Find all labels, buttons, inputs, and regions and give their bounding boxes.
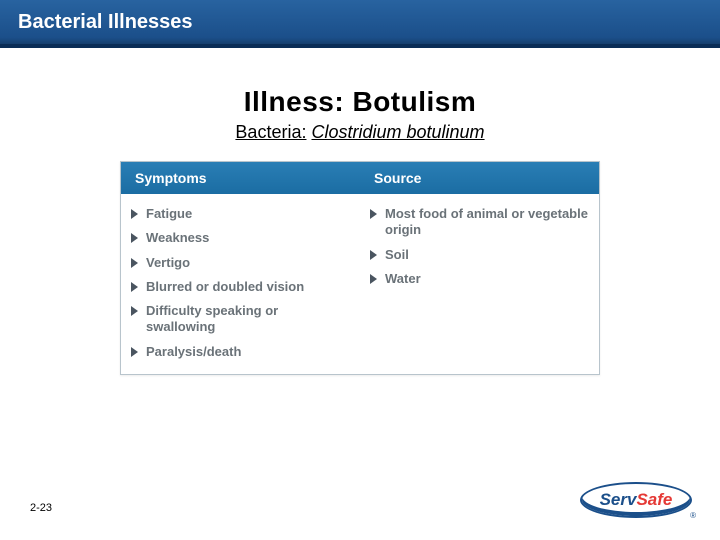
- item-text: Water: [385, 271, 421, 287]
- col-header-source: Source: [360, 162, 599, 194]
- list-item: Weakness: [131, 226, 350, 250]
- item-text: Fatigue: [146, 206, 192, 222]
- item-text: Soil: [385, 247, 409, 263]
- bullet-icon: [131, 347, 138, 357]
- list-item: Fatigue: [131, 202, 350, 226]
- bacteria-name: Clostridium botulinum: [311, 122, 484, 142]
- list-item: Vertigo: [131, 251, 350, 275]
- table-header-row: Symptoms Source: [121, 162, 599, 194]
- source-column: Most food of animal or vegetable origin …: [360, 194, 599, 374]
- item-text: Weakness: [146, 230, 209, 246]
- servsafe-logo: ServSafe ®: [580, 478, 692, 522]
- page-number: 2-23: [30, 502, 52, 514]
- bullet-icon: [131, 306, 138, 316]
- table-body: Fatigue Weakness Vertigo Blurred or doub…: [121, 194, 599, 374]
- logo-serv: Serv: [600, 490, 637, 509]
- item-text: Difficulty speaking or swallowing: [146, 303, 350, 336]
- bullet-icon: [131, 258, 138, 268]
- logo-text: ServSafe: [580, 478, 692, 522]
- info-table: Symptoms Source Fatigue Weakness Vertigo…: [120, 161, 600, 375]
- list-item: Difficulty speaking or swallowing: [131, 299, 350, 340]
- item-text: Vertigo: [146, 255, 190, 271]
- bullet-icon: [131, 282, 138, 292]
- header-bar: Bacterial Illnesses: [0, 0, 720, 44]
- item-text: Blurred or doubled vision: [146, 279, 304, 295]
- col-header-symptoms: Symptoms: [121, 162, 360, 194]
- list-item: Paralysis/death: [131, 340, 350, 364]
- symptoms-column: Fatigue Weakness Vertigo Blurred or doub…: [121, 194, 360, 374]
- main-content: Illness: Botulism Bacteria: Clostridium …: [0, 48, 720, 375]
- bullet-icon: [370, 209, 377, 219]
- header-title: Bacterial Illnesses: [18, 11, 193, 34]
- list-item: Water: [370, 267, 589, 291]
- logo-safe: Safe: [636, 490, 672, 509]
- list-item: Blurred or doubled vision: [131, 275, 350, 299]
- item-text: Paralysis/death: [146, 344, 241, 360]
- bullet-icon: [131, 233, 138, 243]
- bacteria-label: Bacteria:: [235, 122, 306, 142]
- bullet-icon: [370, 274, 377, 284]
- bullet-icon: [131, 209, 138, 219]
- bullet-icon: [370, 250, 377, 260]
- illness-title: Illness: Botulism: [0, 86, 720, 118]
- list-item: Most food of animal or vegetable origin: [370, 202, 589, 243]
- bacteria-line: Bacteria: Clostridium botulinum: [0, 122, 720, 143]
- list-item: Soil: [370, 243, 589, 267]
- item-text: Most food of animal or vegetable origin: [385, 206, 589, 239]
- logo-registered: ®: [690, 511, 696, 520]
